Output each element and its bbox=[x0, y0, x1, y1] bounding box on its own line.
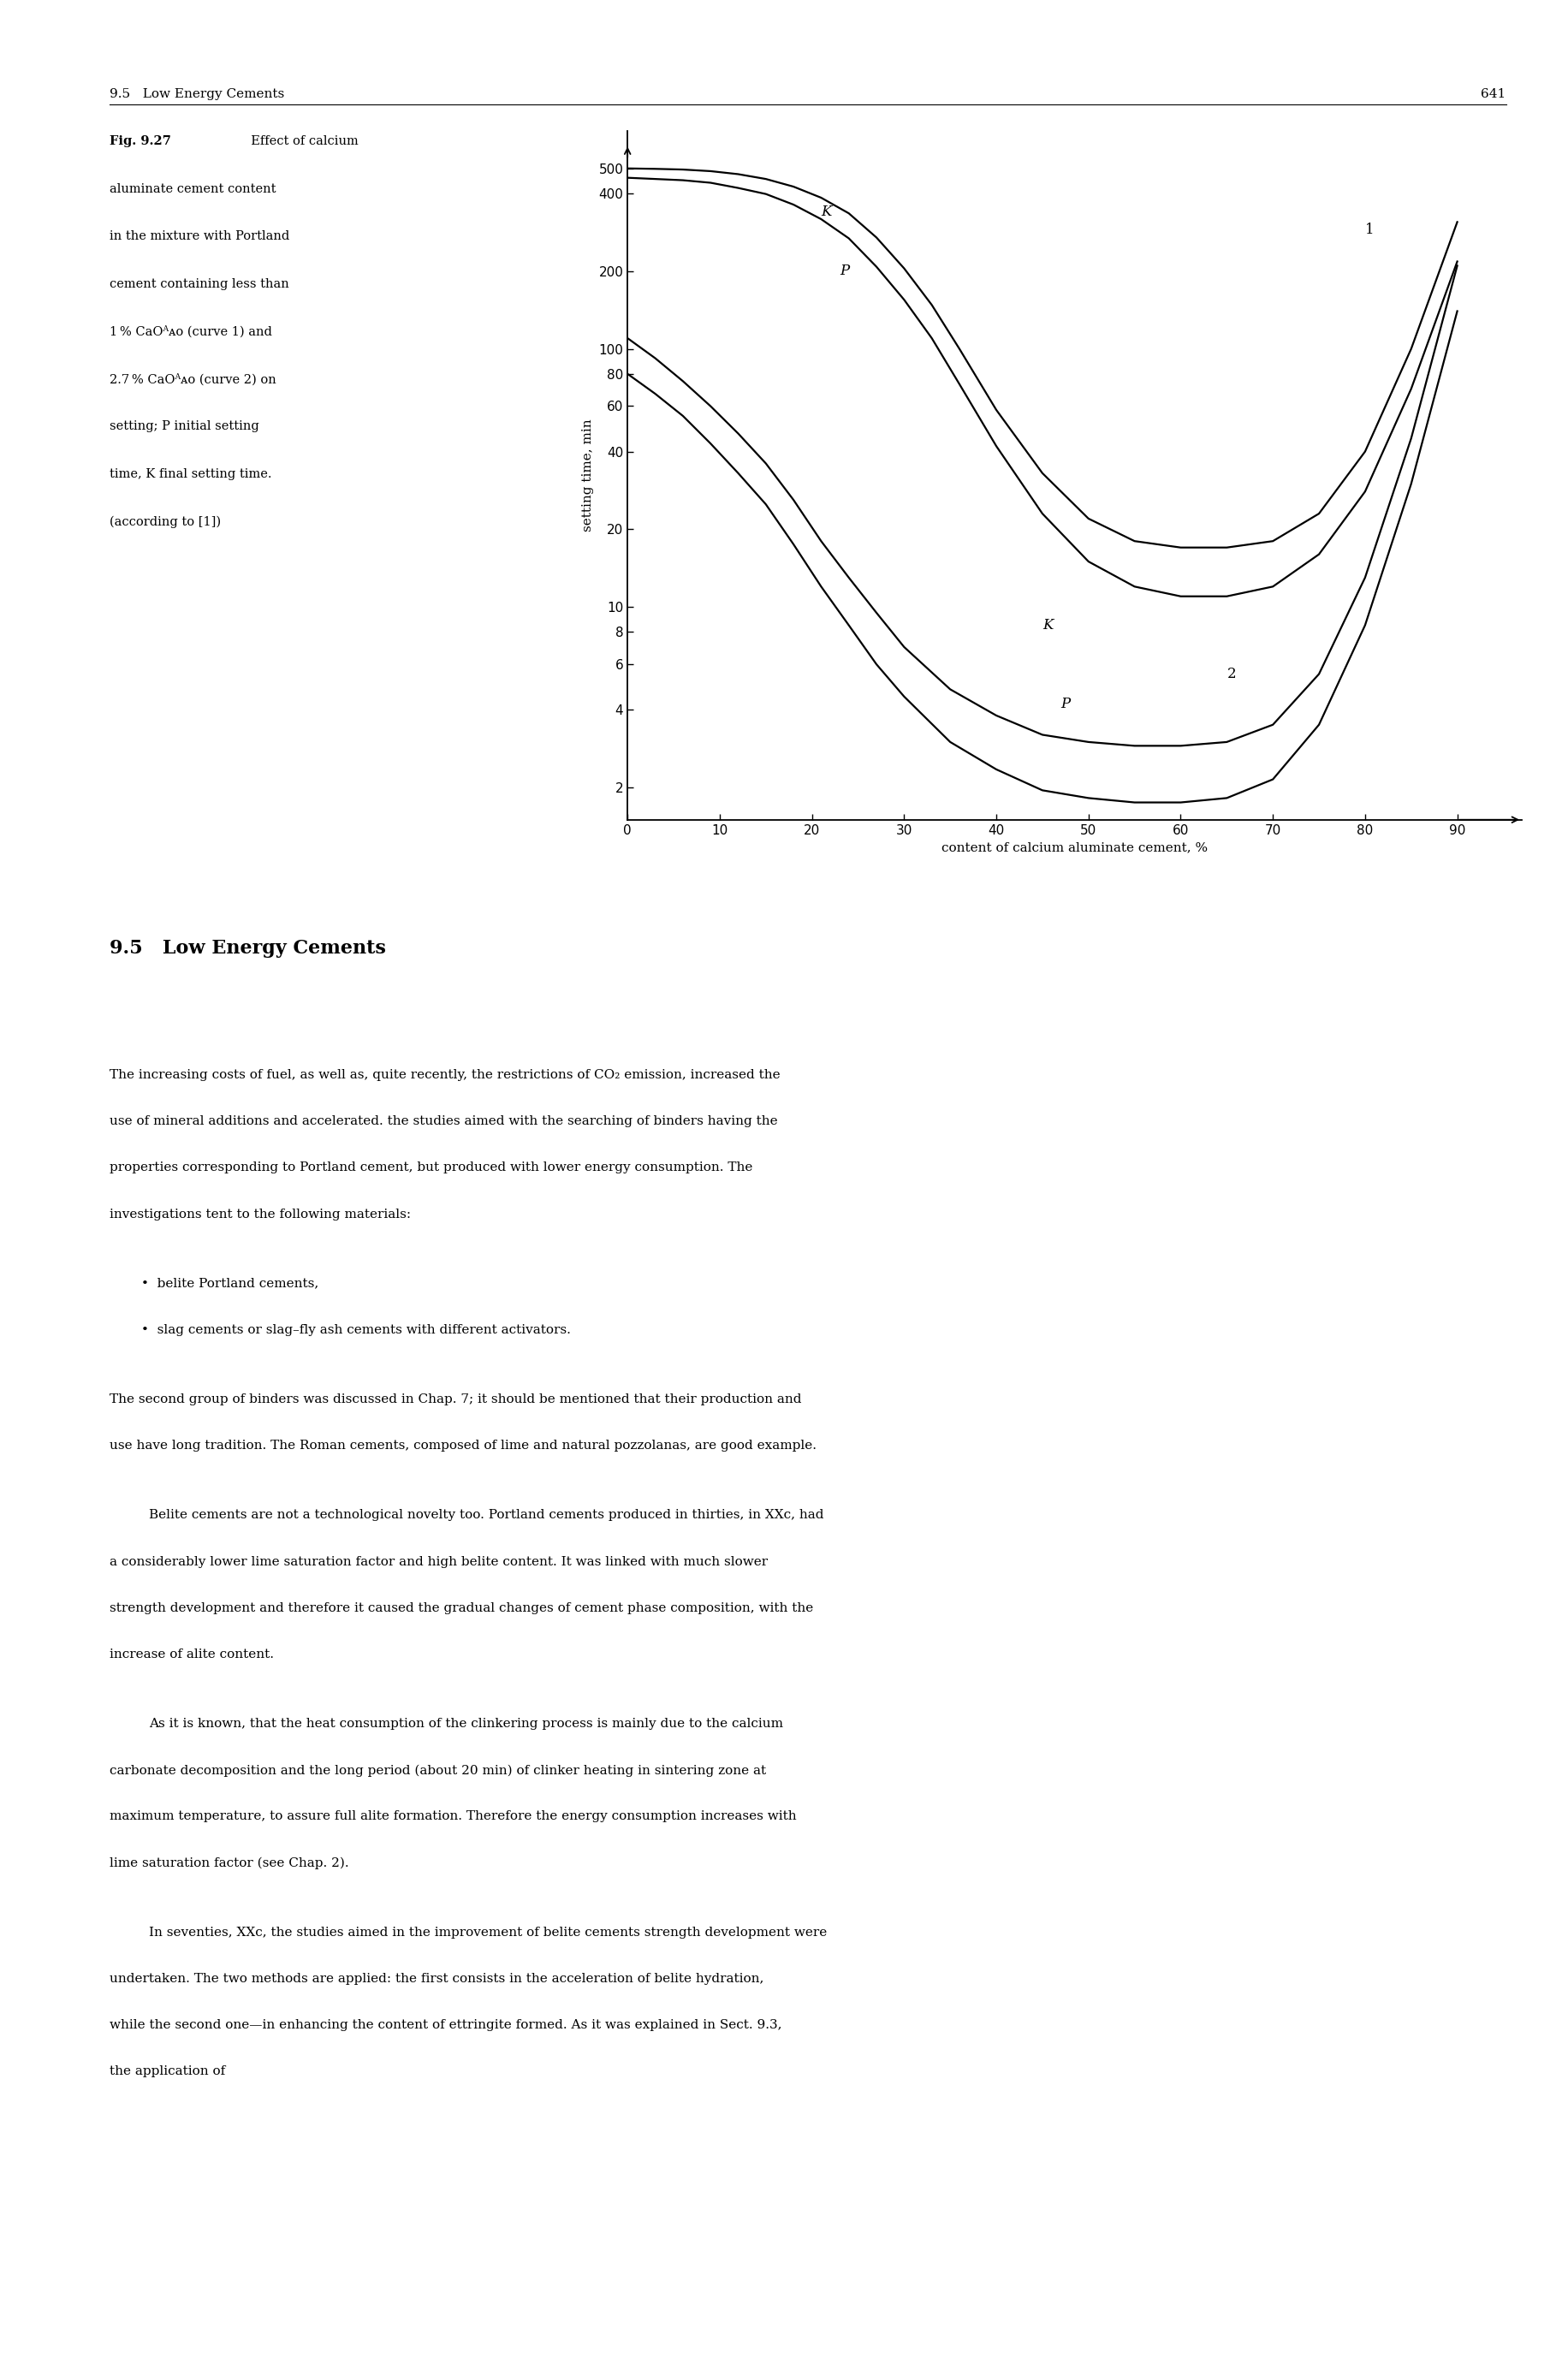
Text: investigations tent to the following materials:: investigations tent to the following mat… bbox=[110, 1207, 411, 1221]
X-axis label: content of calcium aluminate cement, %: content of calcium aluminate cement, % bbox=[941, 841, 1207, 853]
Text: 9.5   Low Energy Cements: 9.5 Low Energy Cements bbox=[110, 939, 386, 958]
Text: Effect of calcium: Effect of calcium bbox=[243, 135, 359, 147]
Text: undertaken. The two methods are applied: the first consists in the acceleration : undertaken. The two methods are applied:… bbox=[110, 1972, 764, 1984]
Text: P: P bbox=[839, 264, 848, 278]
Text: Fig. 9.27: Fig. 9.27 bbox=[110, 135, 171, 147]
Text: As it is known, that the heat consumption of the clinkering process is mainly du: As it is known, that the heat consumptio… bbox=[149, 1718, 782, 1730]
Text: aluminate cement content: aluminate cement content bbox=[110, 183, 276, 195]
Text: time, K final setting time.: time, K final setting time. bbox=[110, 468, 271, 480]
Text: 1: 1 bbox=[1364, 223, 1374, 238]
Text: properties corresponding to Portland cement, but produced with lower energy cons: properties corresponding to Portland cem… bbox=[110, 1162, 753, 1174]
Text: in the mixture with Portland: in the mixture with Portland bbox=[110, 230, 290, 242]
Text: K: K bbox=[1041, 618, 1052, 632]
Text: lime saturation factor (see Chap. 2).: lime saturation factor (see Chap. 2). bbox=[110, 1858, 350, 1870]
Text: maximum temperature, to assure full alite formation. Therefore the energy consum: maximum temperature, to assure full alit… bbox=[110, 1811, 797, 1822]
Text: increase of alite content.: increase of alite content. bbox=[110, 1649, 274, 1661]
Text: while the second one—in enhancing the content of ettringite formed. As it was ex: while the second one—in enhancing the co… bbox=[110, 2020, 782, 2031]
Text: P: P bbox=[1060, 696, 1069, 710]
Text: 1 % CaOᴬᴀᴏ (curve 1) and: 1 % CaOᴬᴀᴏ (curve 1) and bbox=[110, 326, 273, 337]
Text: setting; P initial setting: setting; P initial setting bbox=[110, 421, 259, 432]
Text: the application of: the application of bbox=[110, 2065, 226, 2077]
Text: Belite cements are not a technological novelty too. Portland cements produced in: Belite cements are not a technological n… bbox=[149, 1509, 823, 1521]
Text: 2: 2 bbox=[1226, 668, 1236, 682]
Y-axis label: setting time, min: setting time, min bbox=[582, 418, 594, 532]
Text: In seventies, XXc, the studies aimed in the improvement of belite cements streng: In seventies, XXc, the studies aimed in … bbox=[149, 1927, 826, 1939]
Text: a considerably lower lime saturation factor and high belite content. It was link: a considerably lower lime saturation fac… bbox=[110, 1556, 768, 1568]
Text: 2.7 % CaOᴬᴀᴏ (curve 2) on: 2.7 % CaOᴬᴀᴏ (curve 2) on bbox=[110, 373, 276, 385]
Text: (according to [1]): (according to [1]) bbox=[110, 516, 221, 527]
Text: The second group of binders was discussed in Chap. 7; it should be mentioned tha: The second group of binders was discusse… bbox=[110, 1392, 801, 1407]
Text: use have long tradition. The Roman cements, composed of lime and natural pozzola: use have long tradition. The Roman cemen… bbox=[110, 1440, 817, 1452]
Text: cement containing less than: cement containing less than bbox=[110, 278, 289, 290]
Text: 9.5   Low Energy Cements: 9.5 Low Energy Cements bbox=[110, 88, 284, 100]
Text: use of mineral additions and accelerated. the studies aimed with the searching o: use of mineral additions and accelerated… bbox=[110, 1117, 778, 1129]
Text: carbonate decomposition and the long period (about 20 min) of clinker heating in: carbonate decomposition and the long per… bbox=[110, 1765, 767, 1777]
Text: •  slag cements or slag–fly ash cements with different activators.: • slag cements or slag–fly ash cements w… bbox=[141, 1323, 571, 1335]
Text: The increasing costs of fuel, as well as, quite recently, the restrictions of CO: The increasing costs of fuel, as well as… bbox=[110, 1069, 781, 1081]
Text: strength development and therefore it caused the gradual changes of cement phase: strength development and therefore it ca… bbox=[110, 1601, 814, 1613]
Text: 641: 641 bbox=[1480, 88, 1505, 100]
Text: •  belite Portland cements,: • belite Portland cements, bbox=[141, 1278, 318, 1290]
Text: K: K bbox=[820, 204, 831, 219]
